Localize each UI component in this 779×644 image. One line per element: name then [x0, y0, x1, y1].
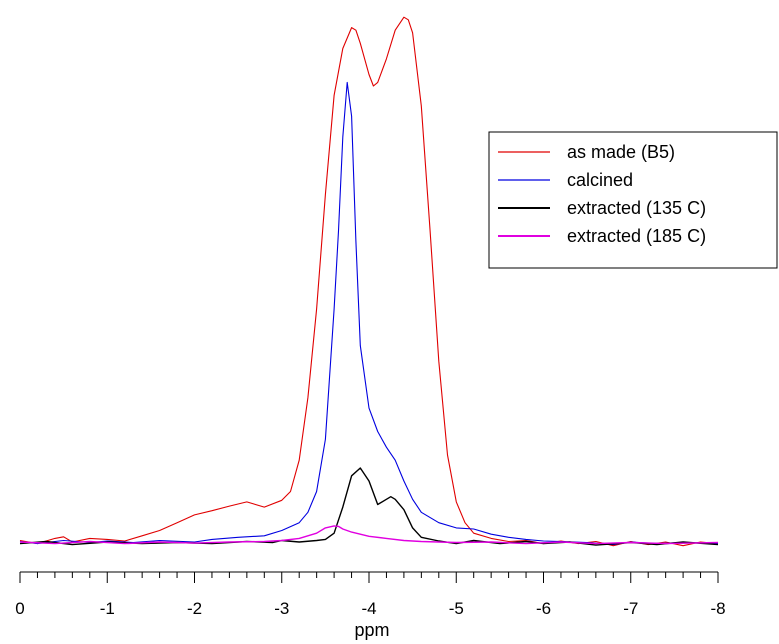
series-line-3: [19, 467, 719, 546]
legend-label-1: as made (B5): [567, 142, 675, 162]
x-tick-label: -3: [274, 599, 289, 618]
series-line-2: [19, 81, 719, 546]
series-line-1: [19, 16, 719, 547]
x-tick-label: 0: [15, 599, 24, 618]
x-tick-label: -6: [536, 599, 551, 618]
x-tick-label: -7: [623, 599, 638, 618]
legend-label-3: extracted (135 C): [567, 198, 706, 218]
x-tick-label: -2: [187, 599, 202, 618]
x-tick-label: -5: [449, 599, 464, 618]
x-axis: 0 -1 -2 -3 -4 -5 -6 -7 -8: [15, 571, 726, 618]
legend-label-2: calcined: [567, 170, 633, 190]
x-axis-label: ppm: [354, 620, 389, 640]
series-layer: [19, 16, 719, 547]
x-tick-label: -8: [710, 599, 725, 618]
legend-label-4: extracted (185 C): [567, 226, 706, 246]
x-tick-label: -1: [100, 599, 115, 618]
legend-box: [488, 131, 778, 269]
series-line-4: [19, 525, 719, 545]
legend: as made (B5) calcined extracted (135 C) ext…: [488, 131, 778, 269]
x-tick-label: -4: [361, 599, 376, 618]
